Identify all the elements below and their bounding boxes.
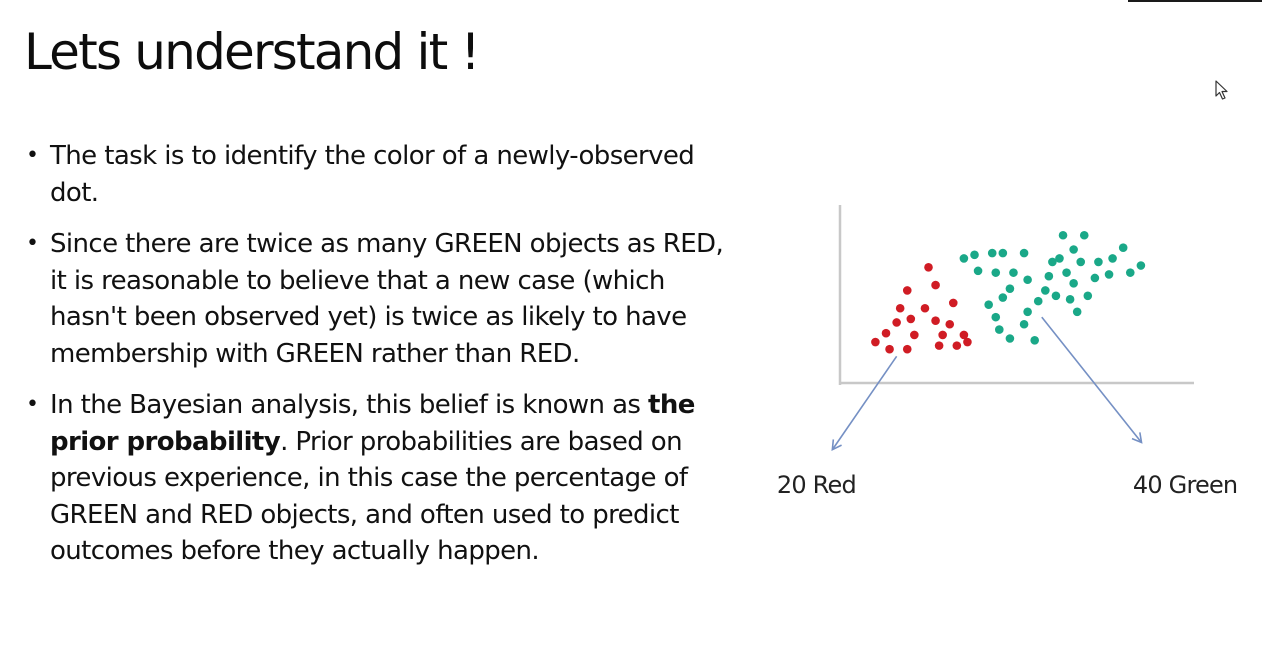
red-dot-3: [902, 286, 912, 295]
green-dot-18: [1030, 335, 1039, 345]
green-arrow: [1041, 316, 1143, 444]
red-dot-2: [931, 280, 940, 290]
red-dot-6: [892, 318, 901, 327]
points-layer: [871, 230, 1146, 354]
red-dot-17: [902, 344, 912, 354]
green-dot-7: [1079, 230, 1089, 240]
green-dot-24: [1048, 257, 1057, 267]
red-dot-16: [885, 344, 894, 354]
red-dot-8: [931, 316, 940, 325]
green-dot-30: [1072, 307, 1082, 317]
green-dot-25: [1055, 254, 1064, 263]
red-dot-19: [952, 341, 962, 350]
green-dot-17: [1005, 334, 1015, 343]
green-dot-40: [1069, 245, 1078, 254]
scatter-chart: 20 Red 40 Green: [760, 195, 1260, 519]
bullet-dot: •: [26, 392, 39, 417]
green-dot-3: [987, 248, 997, 258]
green-dot-23: [1044, 271, 1054, 281]
green-dot-29: [1065, 295, 1075, 304]
green-dot-26: [1062, 268, 1071, 277]
green-dot-2: [970, 250, 979, 260]
green-dot-9: [991, 268, 1001, 277]
bullet-text-3-after: . Prior probabilities are based on previ…: [50, 426, 688, 567]
green-dot-16: [995, 325, 1004, 334]
green-dot-35: [1104, 270, 1114, 279]
green-dot-12: [1005, 284, 1015, 293]
green-dot-6: [1058, 230, 1068, 240]
red-dot-5: [920, 303, 930, 313]
green-dot-21: [1033, 296, 1043, 306]
green-dot-13: [998, 293, 1008, 302]
top-edge-line: [1128, 0, 1262, 2]
red-dot-9: [948, 298, 958, 308]
red-dot-1: [924, 263, 933, 272]
red-dot-18: [934, 341, 944, 350]
red-arrow: [831, 355, 898, 452]
bullet-text-3-before: In the Bayesian analysis, this belief is…: [50, 390, 649, 420]
red-dot-11: [881, 328, 891, 338]
bullet-dot: •: [26, 231, 39, 256]
green-dot-32: [1090, 273, 1100, 283]
scatter-chart-svg: 20 Red 40 Green: [777, 205, 1238, 499]
bullet-item-3: • In the Bayesian analysis, this belief i…: [24, 387, 729, 570]
green-dot-10: [1009, 268, 1018, 277]
green-dot-28: [1051, 291, 1061, 301]
green-dot-1: [959, 254, 969, 263]
red-dot-7: [906, 314, 916, 324]
green-dot-19: [1019, 319, 1029, 329]
red-dot-12: [910, 330, 919, 340]
red-dot-4: [895, 303, 905, 313]
green-dot-37: [1118, 243, 1128, 253]
red-dot-15: [871, 337, 880, 347]
green-dot-5: [1019, 248, 1029, 258]
green-dot-27: [1069, 279, 1078, 288]
red-dot-20: [963, 337, 972, 347]
red-dot-13: [938, 330, 947, 340]
bullet-list: • The task is to identify the color of a …: [24, 138, 729, 585]
green-dot-11: [1023, 275, 1032, 285]
red-count-label: 20 Red: [777, 471, 856, 499]
green-dot-8: [973, 266, 983, 276]
green-dot-14: [984, 300, 993, 309]
bullet-text-2: Since there are twice as many GREEN obje…: [50, 229, 724, 369]
slide-title: Lets understand it !: [24, 23, 481, 81]
annotation-layer: 20 Red 40 Green: [777, 316, 1238, 499]
green-dot-33: [1076, 257, 1086, 267]
bullet-text-3-bold: the prior probability: [50, 390, 695, 457]
green-dot-22: [1041, 286, 1050, 295]
green-dot-38: [1125, 268, 1135, 277]
red-dot-14: [959, 330, 969, 340]
green-dot-31: [1083, 291, 1093, 301]
bullet-dot: •: [26, 143, 39, 168]
green-dot-36: [1108, 254, 1117, 263]
green-dot-39: [1136, 261, 1146, 270]
green-dot-4: [998, 248, 1008, 258]
green-dot-15: [991, 312, 1001, 322]
bullet-item-1: • The task is to identify the color of a …: [24, 138, 729, 211]
green-count-label: 40 Green: [1133, 471, 1237, 499]
green-dot-20: [1023, 307, 1032, 317]
red-dot-10: [945, 319, 955, 329]
bullet-text-1: The task is to identify the color of a n…: [50, 141, 695, 208]
bullet-item-2: • Since there are twice as many GREEN obj…: [24, 226, 729, 372]
mouse-cursor-icon: [1215, 80, 1228, 100]
green-dot-34: [1094, 257, 1103, 267]
